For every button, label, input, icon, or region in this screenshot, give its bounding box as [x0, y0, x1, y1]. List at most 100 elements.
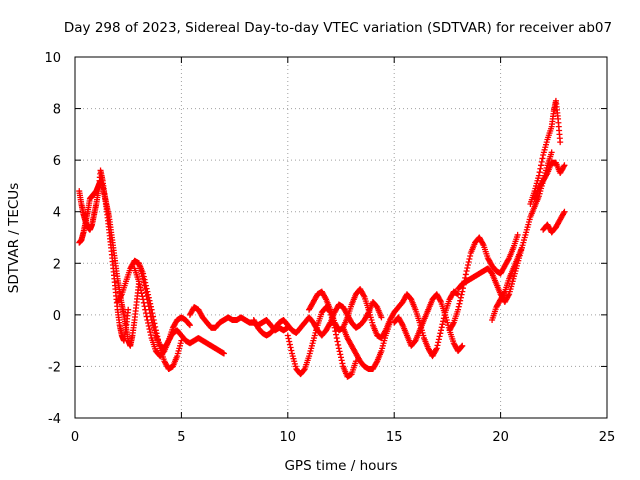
data-point — [538, 162, 545, 169]
data-point — [536, 169, 543, 176]
data-point — [501, 289, 508, 296]
data-point — [457, 294, 464, 301]
series-track-k — [391, 291, 466, 354]
data-point — [334, 338, 341, 345]
data-point — [125, 306, 132, 313]
x-tick-label: 25 — [599, 430, 616, 445]
data-point — [336, 348, 343, 355]
data-point — [535, 172, 542, 179]
data-point — [440, 318, 447, 325]
data-point — [138, 290, 145, 297]
data-point — [560, 210, 567, 217]
series-track-p — [531, 159, 568, 202]
data-point — [557, 139, 564, 146]
data-point — [464, 265, 471, 272]
data-point — [140, 275, 147, 282]
data-point — [464, 262, 471, 269]
data-point — [455, 306, 462, 313]
chart-title: Day 298 of 2023, Sidereal Day-to-day VTE… — [64, 20, 612, 36]
data-point — [514, 231, 521, 238]
data-point — [538, 158, 545, 165]
data-point — [285, 335, 292, 342]
data-point — [381, 328, 388, 335]
y-tick-label: -2 — [48, 360, 61, 375]
data-point — [147, 329, 154, 336]
data-point — [286, 341, 293, 348]
data-point — [438, 324, 445, 331]
data-point — [433, 345, 440, 352]
data-point — [455, 303, 462, 310]
data-point — [140, 279, 147, 286]
data-point — [434, 342, 441, 349]
data-point — [548, 149, 555, 156]
data-point — [360, 292, 367, 299]
data-point — [147, 313, 154, 320]
data-point — [436, 333, 443, 340]
data-point — [466, 255, 473, 262]
data-point — [457, 297, 464, 304]
data-point — [438, 327, 445, 334]
data-point — [479, 240, 486, 247]
data-point — [378, 314, 385, 321]
data-point — [399, 320, 406, 327]
data-point — [561, 208, 568, 215]
data-point — [537, 165, 544, 172]
y-tick-label: 4 — [53, 206, 61, 221]
y-tick-label: 8 — [53, 103, 61, 118]
data-point — [145, 303, 152, 310]
data-point — [145, 323, 152, 330]
x-tick-label: 20 — [492, 430, 509, 445]
data-point — [560, 163, 567, 170]
y-axis-label: SDTVAR / TECUs — [6, 183, 22, 293]
data-point — [435, 339, 442, 346]
data-point — [373, 359, 380, 366]
data-point — [143, 292, 150, 299]
data-point — [339, 360, 346, 367]
series-track-i — [340, 319, 393, 373]
series-track-m — [455, 244, 525, 305]
data-point — [458, 291, 465, 298]
series-track-j — [306, 286, 462, 360]
data-point — [142, 286, 149, 293]
x-tick-label: 5 — [177, 430, 185, 445]
data-point — [186, 322, 193, 329]
data-point — [284, 332, 291, 339]
data-point — [287, 344, 294, 351]
data-point — [459, 342, 466, 349]
data-point — [322, 295, 329, 302]
data-point — [456, 300, 463, 307]
data-point — [439, 321, 446, 328]
data-point — [465, 258, 472, 265]
data-point — [505, 256, 512, 263]
data-point — [463, 268, 470, 275]
plot-frame — [74, 56, 608, 419]
data-point — [450, 320, 457, 327]
data-point — [435, 336, 442, 343]
axis-ticks: 0 5 10 15 20 25 -4 -2 0 2 4 6 8 10 — [44, 51, 615, 445]
series-track-o — [527, 97, 564, 207]
data-point — [286, 338, 293, 345]
x-tick-label: 0 — [71, 430, 79, 445]
data-point — [137, 284, 144, 291]
data-point — [186, 321, 193, 328]
data-point — [144, 296, 151, 303]
data-point — [539, 155, 546, 162]
data-point — [141, 282, 148, 289]
y-tick-label: 6 — [53, 154, 61, 169]
data-point — [301, 366, 308, 373]
data-point — [459, 288, 466, 295]
data-point — [338, 354, 344, 361]
data-point — [136, 281, 143, 288]
data-point — [543, 171, 550, 178]
y-tick-label: 10 — [44, 51, 61, 66]
data-point — [437, 297, 444, 304]
data-point — [505, 292, 512, 299]
data-point — [333, 331, 340, 338]
data-point — [458, 343, 465, 350]
data-points — [76, 97, 568, 380]
data-point — [146, 306, 153, 313]
series-track-q — [540, 208, 568, 236]
x-tick-label: 10 — [280, 430, 297, 445]
data-point — [335, 345, 342, 352]
